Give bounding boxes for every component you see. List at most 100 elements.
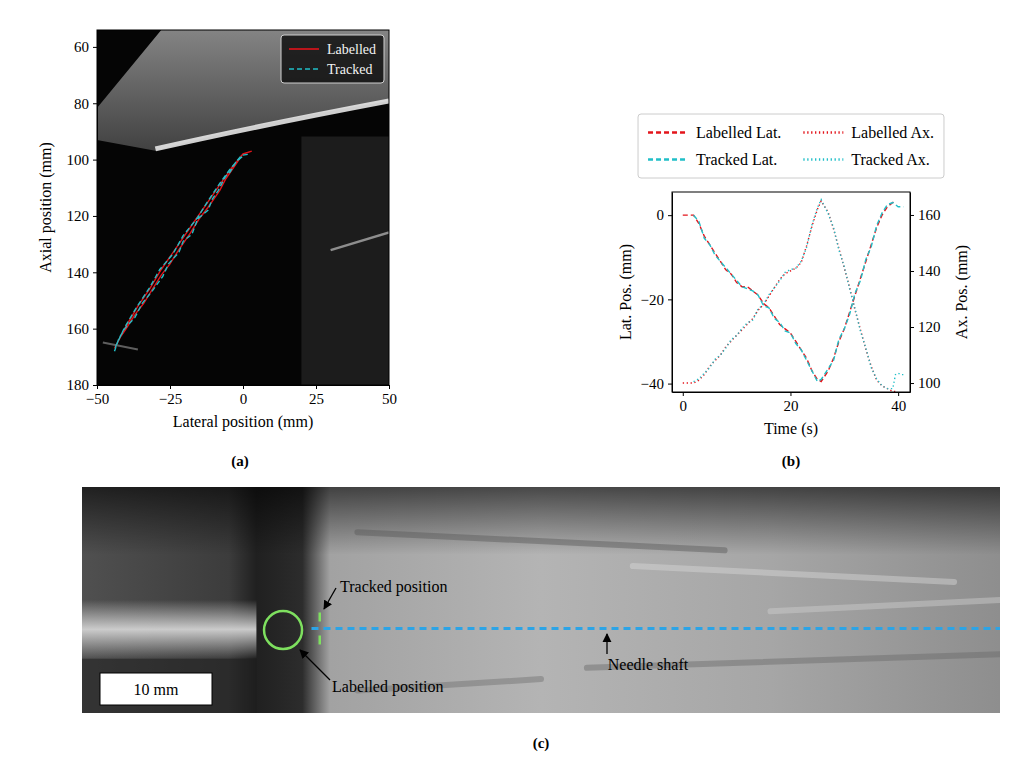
tick-mark <box>170 385 171 389</box>
tick-mark <box>93 329 97 330</box>
legend-box <box>638 114 944 178</box>
echo-streak <box>331 232 389 250</box>
needle-echo <box>82 600 256 659</box>
tick-mark <box>668 215 672 216</box>
tick: 50 <box>382 385 397 407</box>
tick-mark <box>243 385 244 389</box>
echo-streak <box>357 532 724 550</box>
tick: 180 <box>67 377 98 393</box>
tick: 100 <box>910 375 941 391</box>
panel-label: (c) <box>533 735 550 752</box>
tick-label: 80 <box>74 96 89 112</box>
tick-label: −20 <box>641 292 664 308</box>
tick-label: 0 <box>240 391 248 407</box>
plot-marks <box>683 200 904 392</box>
tick: 80 <box>74 96 97 112</box>
series-line <box>694 203 904 382</box>
tick: 0 <box>657 207 673 223</box>
echo-streak <box>771 600 1001 611</box>
series-line <box>683 200 896 381</box>
series-line <box>683 201 896 391</box>
tick: 0 <box>240 385 248 407</box>
image-shade <box>82 659 256 713</box>
axis: −50−2502550 <box>86 385 397 407</box>
legend-box <box>281 35 384 83</box>
tick: 160 <box>67 321 98 337</box>
tick: 40 <box>891 392 906 414</box>
tick: 60 <box>74 39 97 55</box>
series-line <box>694 200 904 389</box>
plot-frame <box>97 30 389 385</box>
tick-mark <box>93 385 97 386</box>
axis: 60 80 100 120 140 160 180 <box>67 31 98 394</box>
tick: 120 <box>67 208 98 224</box>
tick-mark <box>910 271 914 272</box>
axis-line <box>910 193 911 393</box>
axis-line <box>673 392 911 393</box>
tick: 100 <box>67 152 98 168</box>
tick: 25 <box>309 385 324 407</box>
tick-mark <box>93 216 97 217</box>
tick-label: −40 <box>641 376 664 392</box>
tick-mark <box>93 47 97 48</box>
tick: 0 <box>680 392 688 414</box>
tick-label: 0 <box>680 398 688 414</box>
legend-swatch <box>803 158 843 160</box>
tick-mark <box>683 392 684 396</box>
shadow-region <box>301 137 389 386</box>
image-shade <box>82 487 1000 555</box>
legend-label: Labelled <box>327 42 376 57</box>
axis-title: Lat. Pos. (mm) <box>617 244 635 340</box>
tick-label: 140 <box>918 263 941 279</box>
tick-label: 50 <box>382 391 397 407</box>
tick-label: 20 <box>783 398 798 414</box>
tick-mark <box>910 383 914 384</box>
panel-label: (a) <box>231 453 249 470</box>
legend-label: Tracked Lat. <box>696 151 777 168</box>
axis-title: Lateral position (mm) <box>173 413 313 431</box>
tick: 140 <box>67 265 98 281</box>
scale-bar-label: 10 mm <box>134 681 179 698</box>
tick-label: 120 <box>67 208 90 224</box>
tick-label: 25 <box>309 391 324 407</box>
tick-mark <box>790 392 791 396</box>
legend-swatch <box>289 48 319 50</box>
tick-mark <box>97 385 98 389</box>
series-line <box>115 151 252 348</box>
tick-label: 120 <box>918 319 941 335</box>
tick-label: 100 <box>67 152 90 168</box>
annotation: Labelled position <box>332 678 444 696</box>
axis: 100120140160 <box>910 193 941 393</box>
annotation-arrow <box>300 650 330 680</box>
echo-streak <box>633 566 954 582</box>
tracked-marker <box>319 612 322 621</box>
legend-label: Labelled Lat. <box>696 124 781 141</box>
axis-title: Axial position (mm) <box>37 142 55 273</box>
ultrasound-crop <box>82 487 1000 713</box>
tick-mark <box>93 160 97 161</box>
tick: −50 <box>86 385 109 407</box>
annotation: Tracked position <box>340 578 447 596</box>
tick-mark <box>910 327 914 328</box>
echo-streak <box>103 342 138 349</box>
tick-label: 0 <box>657 207 665 223</box>
ultrasound-image <box>97 30 389 385</box>
tick-label: 60 <box>74 39 89 55</box>
tick-label: 160 <box>67 321 90 337</box>
tick-mark <box>93 272 97 273</box>
legend-label: Tracked Ax. <box>851 151 930 168</box>
scale-bar <box>100 673 212 705</box>
plot-frame <box>672 192 910 392</box>
image-ground <box>97 30 389 385</box>
tick-mark <box>910 215 914 216</box>
tissue-region <box>97 30 389 151</box>
legend-swatch <box>289 68 319 70</box>
plot-marks <box>115 151 252 351</box>
tracked-marker <box>319 635 322 644</box>
tick: −20 <box>641 292 672 308</box>
axis-line <box>672 193 673 393</box>
tick: −40 <box>641 376 672 392</box>
tick-label: −50 <box>86 391 109 407</box>
tick-mark <box>668 384 672 385</box>
panel-label: (b) <box>782 453 800 470</box>
